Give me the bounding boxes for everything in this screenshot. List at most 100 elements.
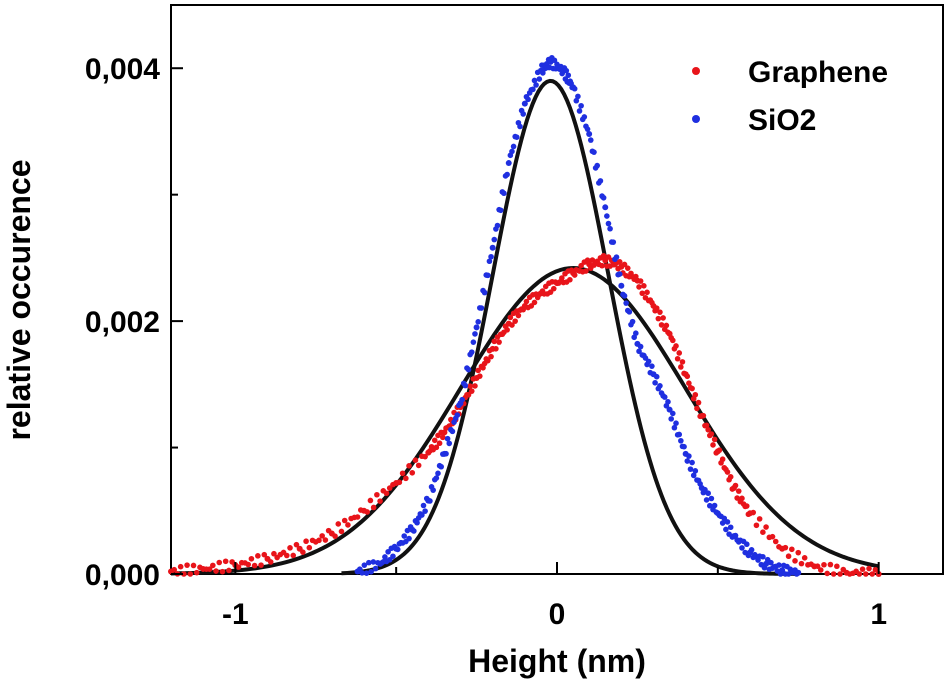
data-point — [639, 290, 646, 297]
data-point — [370, 559, 377, 565]
data-point — [475, 367, 481, 374]
data-point — [739, 495, 745, 502]
data-point — [763, 524, 769, 530]
data-point — [509, 148, 515, 155]
data-point — [676, 350, 683, 356]
data-point — [210, 562, 216, 569]
data-point — [190, 562, 197, 569]
data-point — [673, 420, 679, 426]
series-sio2 — [354, 54, 802, 577]
data-point — [684, 373, 691, 380]
data-point — [473, 324, 480, 331]
data-point — [504, 171, 510, 178]
data-point — [366, 559, 372, 566]
data-point — [433, 444, 440, 451]
data-point — [467, 383, 473, 390]
data-point — [678, 437, 684, 444]
data-point — [671, 424, 678, 431]
data-point — [591, 149, 597, 155]
data-point — [441, 429, 448, 436]
data-point — [507, 314, 514, 321]
data-point — [690, 472, 697, 479]
data-point — [708, 495, 715, 502]
data-point — [401, 533, 408, 539]
data-point — [657, 309, 663, 315]
data-point — [655, 315, 662, 322]
data-point — [679, 359, 686, 365]
data-point — [489, 244, 496, 251]
data-point — [686, 453, 692, 459]
data-point — [206, 566, 213, 572]
data-point — [420, 502, 427, 509]
data-point — [663, 322, 670, 329]
data-point — [258, 562, 264, 568]
data-point — [801, 555, 808, 561]
data-point — [734, 495, 740, 501]
data-point — [322, 537, 329, 543]
data-point — [431, 437, 438, 444]
data-point — [319, 533, 325, 539]
data-point — [472, 383, 478, 389]
data-point — [485, 272, 491, 279]
data-point — [513, 134, 520, 140]
data-point — [374, 491, 380, 498]
data-point — [284, 552, 290, 559]
data-point — [863, 571, 869, 577]
data-point — [520, 111, 527, 117]
axis-ticks: -1 0 1 0,000 0,002 0,004 — [85, 53, 887, 631]
data-point — [706, 502, 713, 509]
data-point — [616, 271, 623, 277]
data-point — [550, 285, 557, 292]
data-point — [332, 533, 338, 539]
data-point — [789, 546, 795, 553]
data-point — [641, 283, 647, 289]
data-point — [359, 570, 365, 576]
data-point — [684, 458, 691, 464]
data-point — [657, 383, 663, 389]
data-point — [700, 412, 707, 419]
data-point — [303, 538, 309, 545]
data-point — [661, 394, 668, 400]
data-point — [422, 508, 428, 514]
data-point — [653, 373, 660, 380]
data-point — [368, 568, 374, 575]
data-points — [168, 54, 882, 577]
data-point — [575, 93, 581, 100]
data-point — [293, 541, 300, 548]
data-point — [710, 442, 716, 448]
data-point — [184, 562, 190, 568]
fit-curves — [170, 78, 880, 576]
data-point — [525, 96, 531, 103]
data-point — [626, 309, 633, 315]
data-point — [216, 559, 223, 566]
data-point — [723, 526, 729, 533]
data-point — [422, 453, 428, 460]
data-point — [335, 521, 342, 527]
data-point — [605, 220, 612, 227]
data-point — [681, 443, 687, 450]
data-point — [668, 416, 674, 422]
data-point — [261, 551, 268, 558]
data-point — [644, 289, 650, 296]
x-tick-label: -1 — [222, 598, 249, 631]
data-point — [465, 366, 472, 373]
data-point — [866, 565, 872, 572]
data-point — [633, 330, 639, 336]
data-point — [676, 431, 683, 438]
series-graphene — [168, 252, 882, 577]
data-point — [719, 456, 726, 463]
data-point — [504, 327, 510, 333]
data-point — [817, 567, 824, 573]
data-point — [705, 490, 711, 497]
data-point — [727, 524, 734, 531]
data-point — [403, 475, 409, 482]
data-point — [478, 305, 485, 311]
data-point — [565, 72, 572, 79]
data-point — [652, 379, 658, 386]
data-point — [394, 546, 401, 553]
data-point — [795, 549, 802, 556]
data-point — [251, 562, 258, 569]
data-point — [583, 268, 589, 274]
data-point — [748, 547, 755, 553]
data-point — [586, 130, 593, 137]
